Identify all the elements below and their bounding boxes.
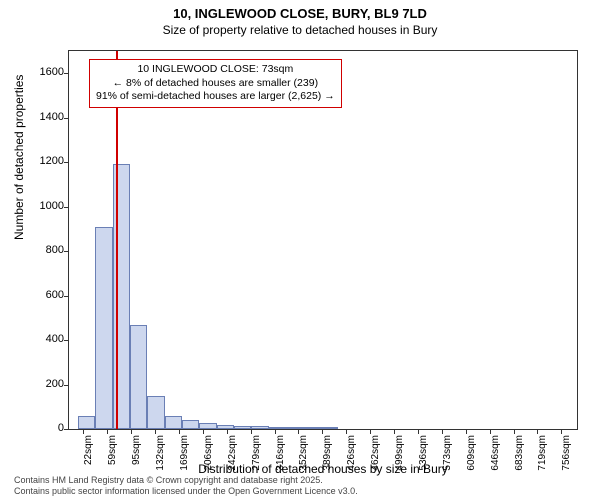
y-tick-mark [64, 429, 69, 430]
y-tick-label: 0 [14, 422, 64, 434]
histogram-bar [286, 427, 304, 429]
y-tick-mark [64, 162, 69, 163]
y-tick-label: 1000 [14, 200, 64, 212]
x-tick-mark [322, 429, 323, 434]
histogram-bar [321, 427, 338, 429]
x-tick-mark [107, 429, 108, 434]
histogram-bar [269, 427, 286, 429]
x-tick-mark [514, 429, 515, 434]
x-tick-mark [394, 429, 395, 434]
y-tick-mark [64, 118, 69, 119]
x-tick-mark [370, 429, 371, 434]
footer-line-1: Contains HM Land Registry data © Crown c… [14, 475, 358, 486]
histogram-bar [130, 325, 148, 430]
y-tick-mark [64, 251, 69, 252]
y-tick-label: 1200 [14, 155, 64, 167]
x-tick-mark [490, 429, 491, 434]
annotation-box: 10 INGLEWOOD CLOSE: 73sqm← 8% of detache… [89, 59, 342, 108]
x-tick-label: 59sqm [107, 435, 118, 465]
y-tick-label: 800 [14, 244, 64, 256]
x-tick-mark [227, 429, 228, 434]
histogram-bar [251, 426, 269, 429]
x-tick-mark [131, 429, 132, 434]
histogram-bar [78, 416, 95, 429]
x-tick-mark [298, 429, 299, 434]
footer-line-2: Contains public sector information licen… [14, 486, 358, 497]
y-tick-label: 400 [14, 333, 64, 345]
histogram-bar [95, 227, 113, 429]
x-tick-mark [537, 429, 538, 434]
histogram-bar [303, 427, 321, 429]
chart-title-main: 10, INGLEWOOD CLOSE, BURY, BL9 7LD [0, 6, 600, 21]
x-tick-mark [251, 429, 252, 434]
y-tick-mark [64, 385, 69, 386]
y-tick-mark [64, 296, 69, 297]
x-tick-mark [561, 429, 562, 434]
histogram-bar [234, 426, 252, 429]
x-tick-label: 95sqm [131, 435, 142, 465]
x-tick-mark [179, 429, 180, 434]
histogram-bar [182, 420, 200, 429]
y-tick-mark [64, 73, 69, 74]
x-tick-mark [155, 429, 156, 434]
x-tick-mark [346, 429, 347, 434]
annotation-line: ← 8% of detached houses are smaller (239… [96, 77, 335, 91]
annotation-line: 91% of semi-detached houses are larger (… [96, 90, 335, 104]
y-tick-mark [64, 340, 69, 341]
x-tick-mark [275, 429, 276, 434]
y-tick-mark [64, 207, 69, 208]
chart-title-sub: Size of property relative to detached ho… [0, 23, 600, 37]
annotation-line: 10 INGLEWOOD CLOSE: 73sqm [96, 63, 335, 77]
x-tick-mark [442, 429, 443, 434]
x-tick-mark [83, 429, 84, 434]
y-tick-label: 1600 [14, 66, 64, 78]
x-axis-label: Distribution of detached houses by size … [68, 462, 578, 476]
histogram-bar [199, 423, 217, 429]
histogram-bar [165, 416, 182, 429]
x-tick-mark [418, 429, 419, 434]
histogram-bar [147, 396, 165, 429]
y-tick-label: 600 [14, 289, 64, 301]
y-tick-label: 1400 [14, 111, 64, 123]
y-tick-label: 200 [14, 378, 64, 390]
plot-area: 22sqm59sqm95sqm132sqm169sqm206sqm242sqm2… [68, 50, 578, 430]
footer-attribution: Contains HM Land Registry data © Crown c… [14, 475, 358, 497]
x-tick-mark [203, 429, 204, 434]
x-tick-mark [466, 429, 467, 434]
histogram-bar [217, 425, 234, 429]
x-tick-label: 22sqm [83, 435, 94, 465]
